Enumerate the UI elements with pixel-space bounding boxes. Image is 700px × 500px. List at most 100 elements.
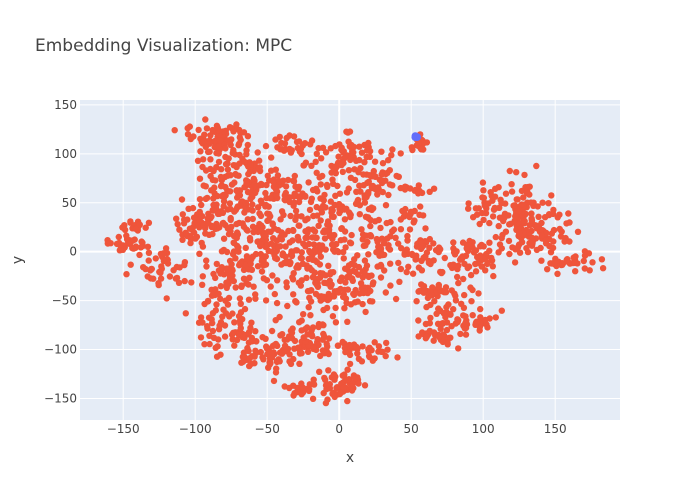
y-tick-label: 50 (62, 196, 77, 210)
scatter-point (322, 149, 330, 156)
scatter-point (517, 224, 525, 232)
scatter-point (320, 293, 327, 300)
scatter-point (451, 290, 458, 297)
scatter-point (136, 221, 143, 228)
scatter-point (220, 235, 228, 242)
scatter-point (280, 147, 288, 154)
scatter-point (181, 277, 188, 285)
scatter-point (160, 257, 168, 265)
scatter-point (361, 257, 369, 264)
scatter-point (359, 231, 367, 238)
scatter-point (281, 140, 289, 147)
y-axis-ticks: −150 −100 −50 0 50 100 150 (44, 98, 77, 406)
scatter-point (271, 225, 278, 232)
scatter-point (152, 255, 159, 262)
scatter-point (342, 348, 349, 356)
scatter-point (240, 129, 248, 136)
scatter-point (244, 344, 251, 352)
scatter-point (316, 274, 324, 281)
scatter-point (275, 243, 282, 251)
scatter-point (290, 178, 298, 185)
scatter-point (347, 156, 354, 164)
scatter-point (368, 183, 375, 191)
scatter-point (337, 285, 344, 293)
scatter-point (344, 286, 352, 293)
scatter-point (572, 253, 579, 260)
data-points (104, 116, 607, 407)
scatter-point (502, 190, 510, 197)
scatter-point (524, 248, 532, 256)
scatter-point (435, 283, 442, 290)
scatter-point (309, 395, 317, 402)
scatter-point (370, 279, 377, 286)
scatter-point (242, 244, 249, 252)
scatter-point (252, 328, 259, 335)
scatter-point (209, 126, 216, 134)
scatter-point (472, 268, 480, 275)
scatter-point (272, 369, 280, 376)
scatter-point (249, 201, 256, 208)
scatter-point (319, 172, 326, 180)
scatter-point (320, 389, 327, 397)
scatter-point (225, 294, 233, 302)
scatter-point (370, 173, 378, 180)
scatter-point (359, 343, 366, 350)
scatter-point (371, 158, 379, 165)
scatter-point (282, 243, 289, 250)
scatter-point (324, 381, 331, 388)
scatter-point (348, 231, 355, 239)
scatter-point (273, 299, 281, 307)
scatter-point (263, 202, 270, 209)
scatter-point (549, 210, 557, 218)
scatter-point (188, 279, 195, 286)
scatter-point (463, 245, 470, 252)
scatter-point (200, 156, 207, 163)
scatter-point (470, 214, 477, 221)
scatter-point (206, 340, 213, 348)
scatter-point (251, 353, 258, 360)
scatter-point (202, 230, 209, 237)
scatter-point (329, 176, 336, 183)
scatter-point (377, 224, 384, 232)
scatter-point (226, 257, 234, 265)
scatter-point (209, 319, 216, 327)
scatter-point (184, 131, 192, 138)
scatter-point (280, 211, 287, 219)
scatter-point (326, 222, 333, 229)
scatter-point (190, 133, 197, 140)
scatter-point (308, 137, 316, 144)
scatter-point (452, 297, 460, 304)
scatter-point (332, 304, 339, 312)
scatter-point (428, 292, 436, 299)
scatter-point (439, 320, 446, 327)
scatter-point (297, 145, 305, 153)
scatter-point (455, 262, 462, 269)
accent-points (411, 132, 422, 141)
scatter-point (263, 181, 270, 189)
scatter-point (455, 279, 462, 287)
scatter-point (431, 298, 438, 305)
scatter-point (324, 183, 331, 190)
scatter-point (171, 127, 178, 134)
scatter-point (272, 340, 280, 348)
y-tick-label: 0 (69, 245, 77, 259)
scatter-point (427, 314, 434, 322)
scatter-point (328, 241, 336, 248)
scatter-point (310, 376, 317, 383)
x-tick-label: 50 (404, 422, 419, 436)
scatter-point (358, 149, 366, 156)
scatter-point (344, 397, 351, 405)
scatter-point (385, 157, 392, 164)
scatter-point (482, 267, 489, 274)
scatter-point (423, 333, 430, 340)
scatter-point (308, 287, 315, 294)
scatter-point (304, 265, 311, 272)
scatter-point (526, 183, 533, 190)
scatter-point (298, 277, 305, 284)
scatter-point (174, 221, 181, 228)
scatter-point (364, 238, 371, 246)
scatter-point (235, 244, 242, 251)
scatter-point (270, 179, 278, 186)
scatter-point (228, 331, 236, 338)
